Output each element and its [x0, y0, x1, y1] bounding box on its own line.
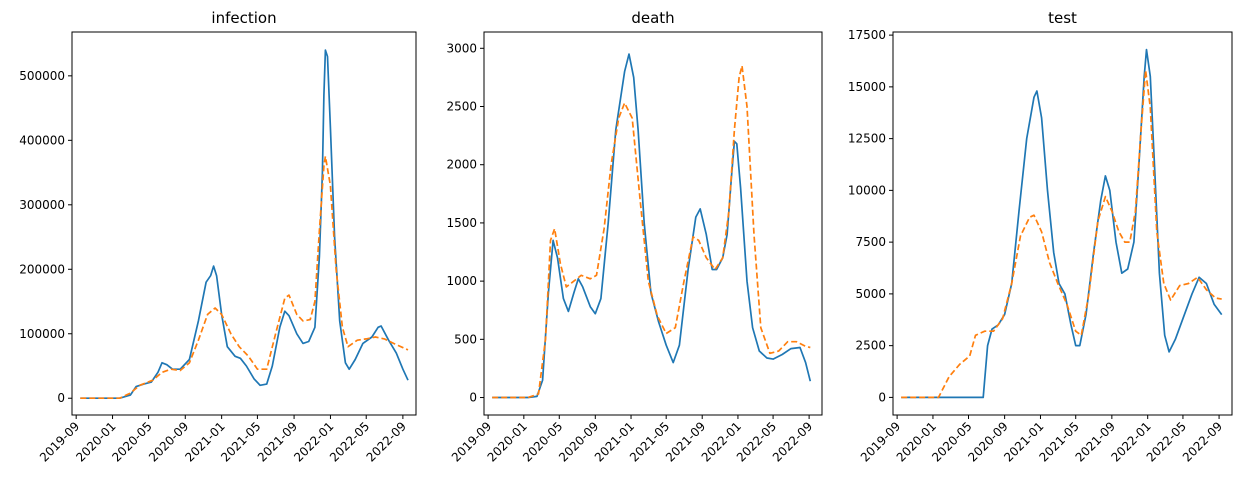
y-tick-label: 100000 — [19, 327, 65, 341]
y-tick-label: 0 — [57, 391, 65, 405]
chart-0: infection 0 100000 200000 300000 400000 500000… — [19, 9, 417, 465]
y-tick-label: 2000 — [446, 158, 477, 172]
x-tick-label: 2022-09 — [364, 419, 409, 464]
y-tick-label: 1500 — [446, 216, 477, 230]
y-tick-label: 0 — [878, 390, 886, 404]
y-tick-label: 17500 — [848, 28, 886, 42]
y-tick-label: 500 — [454, 332, 477, 346]
x-tick-label: 2022-09 — [1180, 419, 1225, 464]
y-tick-label: 500000 — [19, 69, 65, 83]
y-tick-label: 400000 — [19, 133, 65, 147]
chart-1: death0500100015002000250030002019-092020… — [446, 9, 823, 465]
y-tick-label: 5000 — [855, 287, 886, 301]
y-tick-label: 300000 — [19, 198, 65, 212]
plot-area-frame — [71, 31, 417, 416]
y-tick-label: 3000 — [446, 41, 477, 55]
plot-area-frame — [892, 31, 1233, 416]
series-line-1 — [80, 155, 409, 400]
y-tick-label: 2500 — [855, 339, 886, 353]
series-line-1 — [492, 64, 811, 399]
series-line-1 — [901, 69, 1222, 399]
y-tick-label: 0 — [469, 391, 477, 405]
y-tick-label: 10000 — [848, 183, 886, 197]
series-line-0 — [492, 53, 812, 399]
chart-title: infection — [211, 9, 276, 27]
y-tick-label: 12500 — [848, 132, 886, 146]
chart-title: death — [631, 9, 674, 27]
y-tick-label: 1000 — [446, 274, 477, 288]
x-tick-label: 2022-09 — [770, 419, 815, 464]
chart-title: test — [1048, 9, 1077, 27]
y-tick-label: 7500 — [855, 235, 886, 249]
series-line-0 — [901, 48, 1223, 399]
y-tick-label: 200000 — [19, 262, 65, 276]
y-tick-label: 15000 — [848, 80, 886, 94]
plot-area-frame — [483, 31, 823, 416]
y-tick-label: 2500 — [446, 100, 477, 114]
chart-2: test025005000750010000125001500017500201… — [848, 9, 1233, 465]
series-line-0 — [80, 49, 409, 400]
